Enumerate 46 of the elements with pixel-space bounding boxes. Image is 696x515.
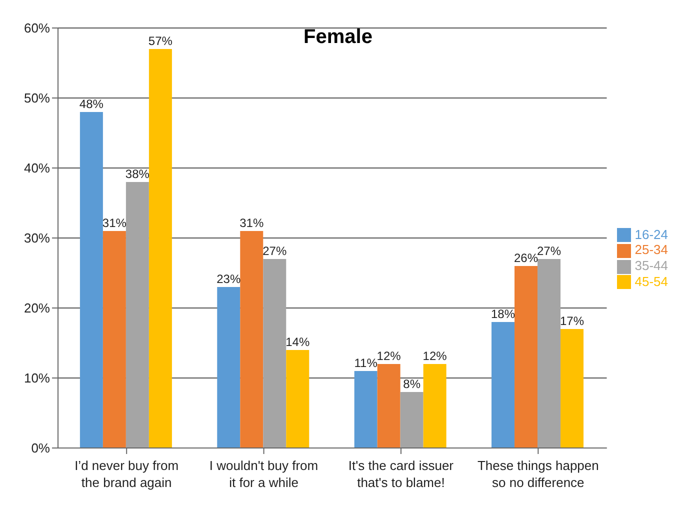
data-label: 38% xyxy=(125,167,150,181)
bar xyxy=(126,182,149,448)
x-tick-label: These things happen so no difference xyxy=(477,458,599,490)
bar xyxy=(240,231,264,448)
data-label: 31% xyxy=(102,216,127,230)
bar xyxy=(102,231,126,448)
bar xyxy=(538,259,561,448)
legend-label: 16-24 xyxy=(634,226,668,242)
bar xyxy=(354,371,378,448)
y-tick-label: 10% xyxy=(24,370,50,386)
legend-label: 45-54 xyxy=(634,274,668,289)
data-label: 12% xyxy=(376,349,402,363)
bar xyxy=(423,364,446,448)
chart-title: Female xyxy=(302,26,374,49)
data-label: 57% xyxy=(148,34,173,48)
data-label: 27% xyxy=(262,244,287,258)
bar xyxy=(400,392,424,448)
bar xyxy=(286,350,310,448)
bar xyxy=(514,266,538,448)
y-tick-label: 0% xyxy=(31,440,50,456)
y-tick-label: 50% xyxy=(24,90,50,106)
bar xyxy=(560,329,584,448)
bar xyxy=(263,259,286,448)
data-label: 48% xyxy=(79,97,104,111)
legend-label: 25-34 xyxy=(634,242,668,258)
bar xyxy=(492,322,515,448)
bar xyxy=(217,287,240,448)
y-tick-label: 40% xyxy=(24,160,50,176)
data-label: 11% xyxy=(354,356,378,370)
data-label: 12% xyxy=(422,349,448,363)
bar xyxy=(80,112,103,448)
y-tick-label: 20% xyxy=(24,300,50,316)
bar xyxy=(148,49,172,448)
x-tick-label: I’d never buy from the brand again xyxy=(74,458,179,490)
data-label: 14% xyxy=(286,335,310,349)
data-label: 8% xyxy=(403,377,421,391)
y-tick-label: 30% xyxy=(24,230,50,246)
x-tick-label: I wouldn't buy from it for a while xyxy=(209,458,318,490)
y-tick-label: 60% xyxy=(24,20,50,36)
data-label: 31% xyxy=(240,216,264,230)
bar xyxy=(377,364,400,448)
data-label: 27% xyxy=(536,244,562,258)
data-label: 17% xyxy=(560,314,584,328)
legend-label: 35-44 xyxy=(634,258,668,273)
data-label: 26% xyxy=(514,251,538,265)
x-tick-label: It's the card issuer that's to blame! xyxy=(348,458,454,490)
